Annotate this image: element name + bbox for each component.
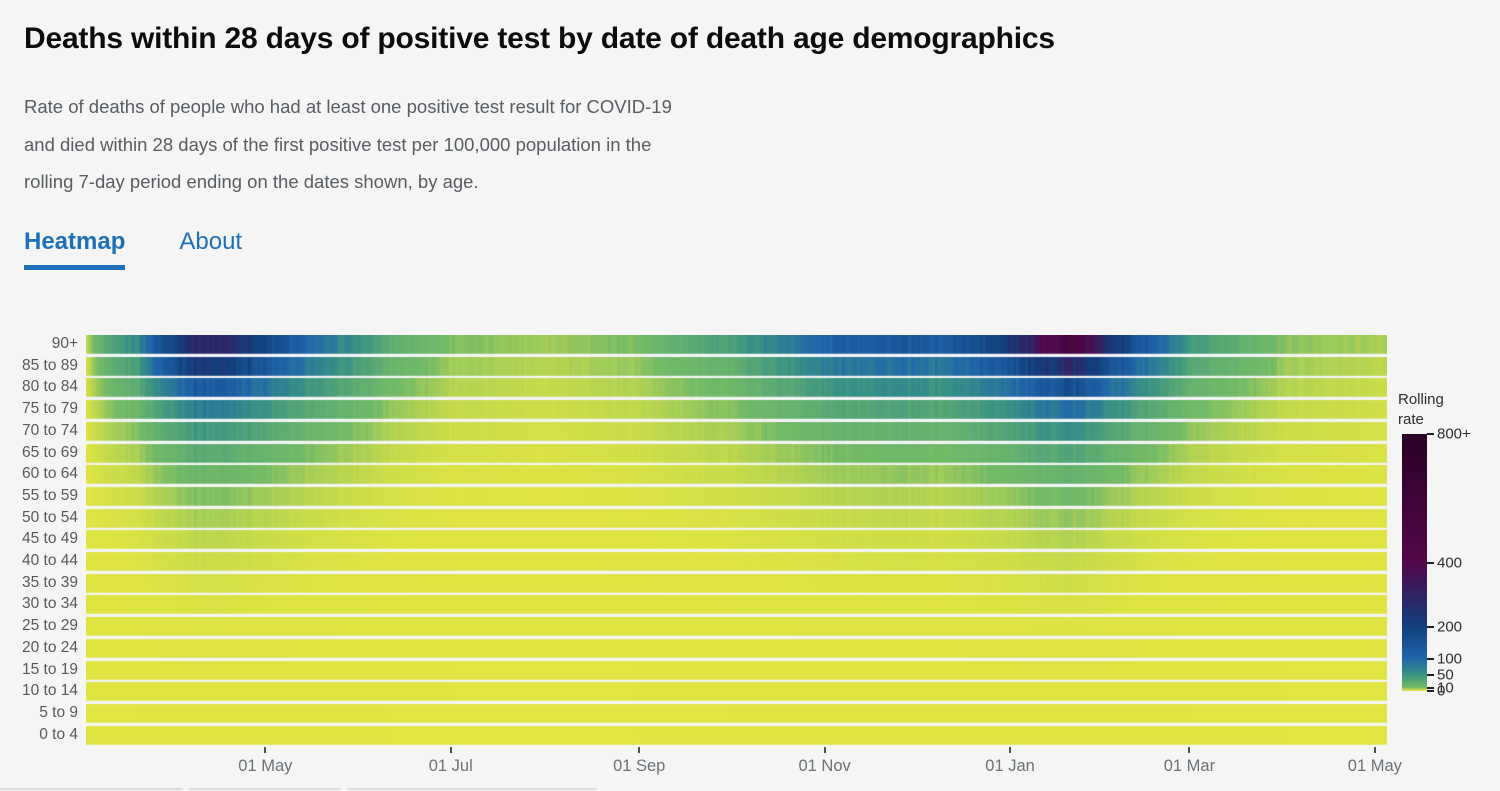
legend-tick xyxy=(1427,673,1434,676)
legend-tick-label: 0 xyxy=(1437,682,1446,700)
x-axis-label: 01 May xyxy=(238,757,293,775)
cutoff-element-border xyxy=(0,788,183,790)
x-axis-tick xyxy=(1373,747,1376,753)
y-axis-label: 15 to 19 xyxy=(21,660,78,678)
heatmap-canvas[interactable] xyxy=(86,335,1387,748)
y-axis-label: 85 to 89 xyxy=(21,356,78,374)
x-axis-tick xyxy=(449,747,452,753)
tab-about[interactable]: About xyxy=(179,228,243,255)
y-axis-label: 5 to 9 xyxy=(39,703,78,721)
page-title: Deaths within 28 days of positive test b… xyxy=(24,22,1055,55)
y-axis-label: 25 to 29 xyxy=(21,617,78,635)
y-axis-label: 20 to 24 xyxy=(21,638,78,656)
y-axis-label: 55 to 59 xyxy=(21,486,78,504)
legend-tick-label: 200 xyxy=(1437,618,1463,636)
legend-colorbar xyxy=(1402,434,1427,691)
x-axis-label: 01 Sep xyxy=(613,757,666,775)
y-axis-label: 0 to 4 xyxy=(39,725,78,743)
legend-tick-label: 10 xyxy=(1437,679,1454,697)
legend-tick xyxy=(1427,433,1434,435)
x-axis-label: 01 May xyxy=(1347,757,1402,775)
y-axis-label: 40 to 44 xyxy=(21,552,78,569)
y-axis-label: 80 to 84 xyxy=(21,378,78,396)
legend-tick xyxy=(1427,657,1434,660)
y-axis-label: 30 to 34 xyxy=(21,595,78,613)
y-axis-label: 90+ xyxy=(51,335,78,352)
x-axis-label: 01 Mar xyxy=(1163,757,1216,775)
legend-tick xyxy=(1427,690,1434,692)
x-axis-label: 01 Jan xyxy=(985,757,1035,775)
y-axis-label: 45 to 49 xyxy=(21,530,78,548)
page-description-line: and died within 28 days of the first pos… xyxy=(24,133,652,155)
y-axis-label: 65 to 69 xyxy=(21,443,78,461)
legend-tick-label: 800+ xyxy=(1437,425,1471,443)
page-description-line: rolling 7-day period ending on the dates… xyxy=(24,171,479,192)
x-axis-tick xyxy=(264,747,267,753)
y-axis-label: 75 to 79 xyxy=(21,400,78,418)
legend-tick xyxy=(1427,686,1434,689)
tab-heatmap[interactable]: Heatmap xyxy=(24,228,126,270)
legend-tick-label: 400 xyxy=(1437,554,1463,571)
cutoff-element-border xyxy=(189,788,341,790)
legend-tick-label: 100 xyxy=(1437,650,1463,668)
legend-tick xyxy=(1427,625,1434,628)
y-axis-label: 10 to 14 xyxy=(21,682,78,700)
x-axis-label: 01 Nov xyxy=(798,757,851,775)
legend-tick-label: 50 xyxy=(1437,666,1454,684)
y-axis-label: 35 to 39 xyxy=(21,573,78,591)
x-axis-tick xyxy=(1188,747,1191,753)
y-axis-label: 70 to 74 xyxy=(21,421,78,439)
page-description: Rate of deaths of people who had at leas… xyxy=(24,88,804,201)
y-axis-label: 60 to 64 xyxy=(21,465,78,483)
cutoff-element-border xyxy=(347,788,597,790)
chart-tabs: Heatmap About xyxy=(24,228,242,270)
legend-tick xyxy=(1427,561,1434,564)
y-axis-label: 50 to 54 xyxy=(21,508,78,526)
x-axis-tick xyxy=(1009,747,1012,753)
x-axis-tick xyxy=(638,747,641,753)
x-axis-label: 01 Jul xyxy=(428,757,473,775)
page-description-line: Rate of deaths of people who had at leas… xyxy=(24,96,672,117)
legend-title: Rolling rate xyxy=(1398,391,1444,428)
x-axis-tick xyxy=(823,747,826,753)
